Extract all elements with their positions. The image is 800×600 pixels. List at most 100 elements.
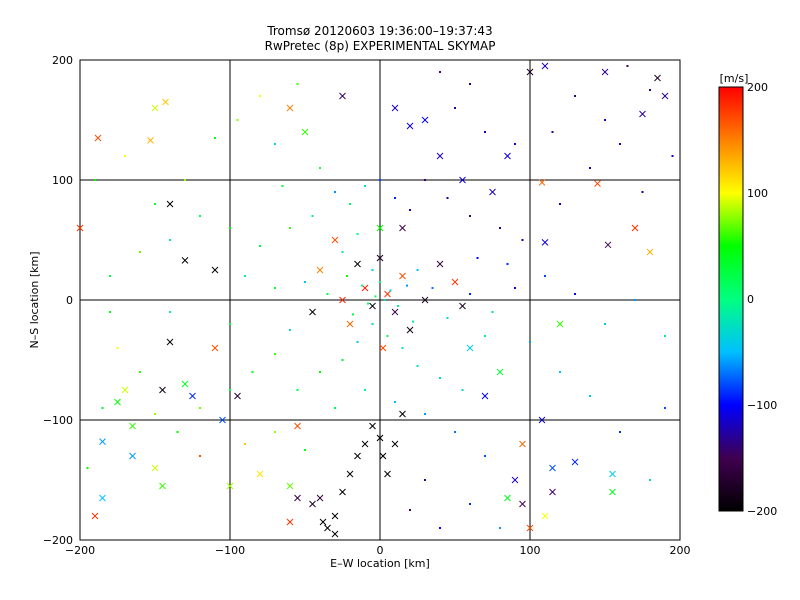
- data-point-x-marker: [519, 500, 526, 508]
- data-point-x-marker: [571, 458, 579, 466]
- data-point-x-marker: [99, 438, 106, 445]
- data-point-dot: [319, 167, 321, 169]
- data-point-x-marker: [504, 494, 511, 502]
- data-point-x-marker: [391, 440, 399, 448]
- colorbar-title: [m/s]: [720, 72, 749, 85]
- data-point-dot: [409, 209, 411, 211]
- data-point-x-marker: [91, 512, 99, 520]
- data-point-dot: [311, 215, 314, 217]
- data-point-x-marker: [309, 308, 316, 316]
- data-point-dot: [469, 503, 471, 505]
- data-point-dot: [446, 317, 449, 319]
- data-point-dot: [199, 455, 201, 457]
- data-point-x-marker: [466, 344, 474, 352]
- colorbar-tick-label: 0: [747, 293, 754, 306]
- data-point-x-marker: [354, 452, 361, 460]
- data-point-x-marker: [319, 518, 327, 526]
- data-point-dot: [589, 395, 591, 397]
- data-point-x-marker: [339, 296, 346, 304]
- data-point-dot: [319, 371, 321, 373]
- data-point-x-marker: [211, 266, 219, 274]
- data-point-x-marker: [459, 176, 466, 184]
- data-point-dot: [514, 143, 516, 145]
- data-point-x-marker: [339, 92, 346, 100]
- data-point-x-marker: [601, 68, 609, 76]
- data-point-dot: [86, 467, 89, 469]
- data-point-dot: [574, 293, 576, 295]
- data-point-x-marker: [654, 74, 661, 82]
- data-point-x-marker: [346, 320, 354, 328]
- data-point-dot: [499, 227, 501, 229]
- data-point-dot: [274, 353, 276, 355]
- data-point-dot: [334, 191, 336, 193]
- data-point-x-marker: [331, 236, 339, 244]
- data-point-dot: [274, 287, 276, 289]
- data-point-x-marker: [556, 320, 564, 328]
- data-point-x-marker: [346, 470, 354, 478]
- data-point-dot: [259, 95, 261, 97]
- data-point-x-marker: [436, 152, 444, 160]
- data-point-dot: [529, 341, 531, 343]
- data-point-x-marker: [661, 92, 669, 100]
- x-axis-ticks: −200 −100 0 100 200: [65, 544, 691, 557]
- data-point-dot: [364, 185, 366, 187]
- data-point-dot: [446, 197, 449, 199]
- data-point-dot: [296, 389, 299, 391]
- data-point-dot: [559, 203, 561, 205]
- data-point-x-marker: [391, 308, 399, 316]
- x-tick-label: −200: [65, 544, 95, 557]
- data-point-dot: [364, 389, 366, 391]
- y-tick-label: 0: [66, 294, 73, 307]
- data-point-x-marker: [376, 224, 384, 232]
- data-point-dot: [124, 155, 126, 157]
- data-point-dot: [244, 443, 246, 445]
- data-point-dot: [424, 179, 426, 181]
- data-point-x-marker: [379, 452, 387, 460]
- data-point-dot: [619, 143, 621, 145]
- y-axis-label: N–S location [km]: [28, 251, 41, 348]
- data-point-x-marker: [189, 392, 196, 400]
- colorbar-tick-label: 100: [747, 187, 768, 200]
- data-point-dot: [352, 313, 354, 316]
- data-point-x-marker: [436, 260, 444, 268]
- data-point-x-marker: [519, 440, 526, 448]
- data-point-dot: [454, 107, 456, 109]
- data-point-x-marker: [234, 392, 241, 400]
- data-point-dot: [514, 287, 516, 289]
- data-point-dot: [439, 71, 441, 73]
- data-point-x-marker: [129, 422, 136, 430]
- x-tick-label: 200: [670, 544, 691, 557]
- colorbar-tick-label: 200: [747, 81, 768, 94]
- data-point-x-marker: [181, 380, 189, 388]
- data-point-dot: [379, 281, 381, 283]
- data-point-x-marker: [121, 386, 129, 394]
- data-point-x-marker: [339, 488, 346, 496]
- data-point-x-marker: [631, 224, 639, 232]
- data-point-dot: [199, 215, 201, 217]
- y-tick-label: −200: [43, 534, 73, 547]
- data-point-dot: [484, 335, 486, 337]
- data-point-dot: [619, 431, 621, 433]
- data-point-x-marker: [354, 260, 361, 268]
- data-point-dot: [334, 407, 336, 409]
- data-point-x-marker: [166, 200, 174, 208]
- y-tick-label: 200: [52, 54, 73, 67]
- data-point-x-marker: [211, 344, 219, 352]
- data-point-dot: [476, 257, 479, 259]
- chart-subtitle: RwPretec (8p) EXPERIMENTAL SKYMAP: [265, 39, 496, 53]
- data-point-dot: [424, 413, 426, 415]
- data-point-dot: [244, 275, 246, 277]
- data-point-dot: [589, 167, 591, 169]
- data-point-x-marker: [301, 128, 309, 136]
- data-point-x-marker: [639, 110, 646, 118]
- data-point-dot: [154, 203, 156, 205]
- data-point-dot: [139, 371, 141, 373]
- data-point-x-marker: [369, 302, 376, 310]
- data-point-dot: [289, 227, 291, 229]
- data-point-x-marker: [549, 464, 556, 472]
- data-point-dot: [634, 299, 636, 301]
- data-point-dot: [461, 389, 464, 391]
- colorbar-tick-label: −200: [747, 505, 777, 518]
- data-point-x-marker: [594, 180, 601, 187]
